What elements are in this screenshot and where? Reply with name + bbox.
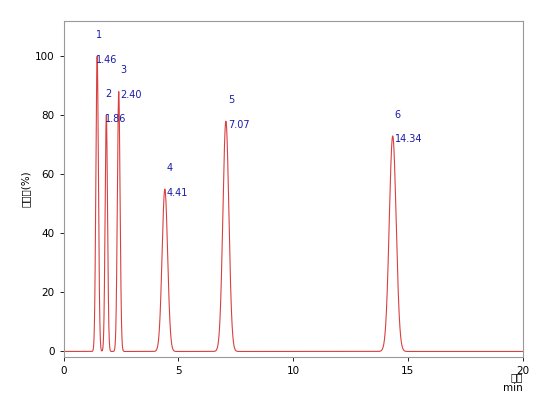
Text: 1.86: 1.86 <box>105 114 126 124</box>
Text: 7.07: 7.07 <box>228 120 249 130</box>
Text: 3: 3 <box>120 66 127 75</box>
Text: 5: 5 <box>228 95 234 105</box>
Text: 6: 6 <box>394 110 401 120</box>
Text: 4.41: 4.41 <box>167 187 188 198</box>
Text: 4: 4 <box>167 163 173 173</box>
Text: 14.34: 14.34 <box>394 134 422 145</box>
Text: 时间: 时间 <box>510 372 522 382</box>
Text: 1: 1 <box>96 30 102 40</box>
Y-axis label: 响应値(%): 响应値(%) <box>21 171 31 207</box>
Text: 1.46: 1.46 <box>96 55 117 65</box>
Text: min: min <box>503 383 522 393</box>
Text: 2.40: 2.40 <box>120 90 142 100</box>
Text: 2: 2 <box>105 89 112 99</box>
